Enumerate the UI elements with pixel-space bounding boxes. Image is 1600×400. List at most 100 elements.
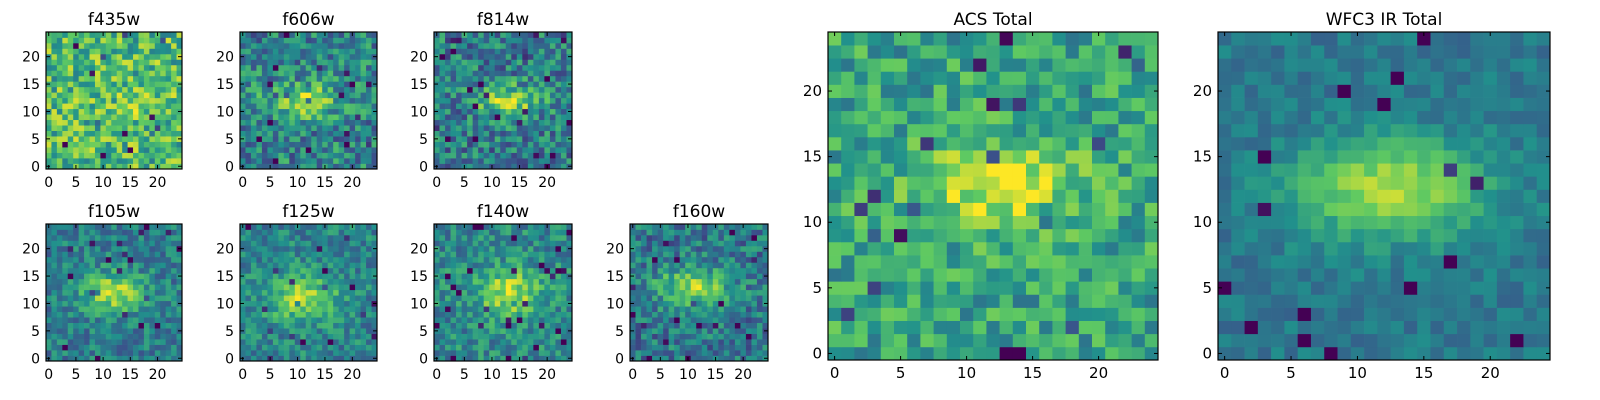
heatmap-cell — [522, 229, 529, 236]
heatmap-cell — [445, 234, 451, 241]
heatmap-cell — [327, 37, 334, 44]
heatmap-cell — [289, 130, 296, 137]
heatmap-cell — [371, 114, 378, 121]
heatmap-cell — [78, 300, 85, 307]
heatmap-cell — [478, 224, 485, 230]
heatmap-cell — [549, 42, 556, 49]
heatmap-cell — [360, 147, 367, 153]
heatmap-cell — [272, 97, 279, 104]
heatmap-cell — [439, 278, 446, 285]
heatmap-cell — [165, 224, 172, 230]
heatmap-cell — [999, 294, 1014, 308]
heatmap-cell — [338, 48, 345, 55]
heatmap-cell — [62, 75, 69, 82]
heatmap-cell — [505, 328, 512, 334]
heatmap-cell — [538, 306, 545, 313]
heatmap-cell — [240, 333, 246, 340]
heatmap-cell — [439, 251, 446, 258]
heatmap-cell — [111, 224, 118, 230]
heatmap-cell — [679, 224, 686, 230]
heatmap-cell — [73, 234, 79, 241]
heatmap-cell — [355, 328, 361, 334]
heatmap-cell — [729, 317, 736, 323]
heatmap-cell — [256, 152, 263, 159]
heatmap-cell — [690, 339, 697, 345]
heatmap-cell — [73, 317, 79, 323]
heatmap-cell — [51, 350, 58, 356]
heatmap-cell — [261, 42, 268, 49]
heatmap-cell — [646, 267, 653, 274]
heatmap-cell — [652, 317, 658, 323]
heatmap-cell — [756, 333, 763, 340]
heatmap-cell — [756, 234, 763, 241]
heatmap-cell — [165, 240, 172, 247]
heatmap-cell — [300, 32, 307, 38]
heatmap-cell — [505, 229, 512, 236]
heatmap-cell — [289, 64, 296, 71]
heatmap-cell — [527, 64, 534, 71]
heatmap-cell — [344, 350, 350, 356]
heatmap-cell — [261, 350, 268, 356]
heatmap-cell — [176, 256, 183, 263]
heatmap-cell — [707, 273, 714, 280]
heatmap-cell — [89, 59, 96, 66]
heatmap-cell — [133, 300, 139, 307]
heatmap-cell — [533, 262, 540, 269]
heatmap-cell — [267, 240, 274, 247]
heatmap-cell — [311, 108, 318, 115]
heatmap-cell — [105, 311, 112, 318]
heatmap-cell — [73, 262, 79, 269]
heatmap-cell — [371, 251, 378, 258]
heatmap-cell — [149, 147, 156, 153]
heatmap-cell — [333, 311, 339, 318]
heatmap-cell — [555, 355, 562, 362]
heatmap-cell — [84, 311, 90, 318]
heatmap-cell — [289, 300, 296, 307]
heatmap-cell — [333, 256, 339, 263]
heatmap-cell — [751, 267, 758, 274]
heatmap-cell — [78, 278, 85, 285]
heatmap-cell — [349, 136, 356, 142]
heatmap-cell — [138, 103, 145, 110]
heatmap-cell — [456, 350, 462, 356]
heatmap-cell — [360, 350, 367, 356]
y-tick-label: 0 — [615, 351, 624, 367]
heatmap-cell — [46, 284, 52, 291]
heatmap-cell — [143, 75, 150, 82]
heatmap-cell — [94, 103, 101, 110]
heatmap-cell — [751, 251, 758, 258]
heatmap-cell — [300, 333, 307, 340]
heatmap-cell — [668, 300, 675, 307]
heatmap-cell — [305, 273, 312, 280]
heatmap-cell — [762, 333, 769, 340]
heatmap-cell — [73, 64, 79, 71]
heatmap-cell — [316, 333, 323, 340]
heatmap-cell — [467, 152, 473, 159]
heatmap-cell — [366, 273, 372, 280]
heatmap-cell — [690, 234, 697, 241]
heatmap-cell — [729, 289, 736, 296]
heatmap-cell — [756, 256, 763, 263]
heatmap-cell — [143, 306, 150, 313]
heatmap-cell — [171, 42, 177, 49]
x-tick-label: 20 — [343, 175, 361, 191]
heatmap-cell — [538, 136, 545, 142]
heatmap-cell — [171, 81, 177, 88]
heatmap-cell — [51, 322, 58, 329]
heatmap-cell — [707, 339, 714, 345]
y-tick-label: 15 — [410, 77, 428, 93]
heatmap-cell — [338, 267, 345, 274]
heatmap-cell — [333, 245, 339, 252]
heatmap-cell — [338, 289, 345, 296]
heatmap-cell — [160, 262, 167, 269]
heatmap-cell — [62, 300, 69, 307]
heatmap-cell — [456, 130, 462, 137]
heatmap-cell — [657, 262, 664, 269]
heatmap-cell — [1078, 346, 1093, 361]
heatmap-cell — [566, 322, 573, 329]
heatmap-cell — [1039, 307, 1053, 321]
heatmap-cell — [322, 130, 329, 137]
heatmap-cell — [1052, 241, 1066, 256]
heatmap-cell — [533, 70, 540, 77]
heatmap-cell — [176, 103, 183, 110]
